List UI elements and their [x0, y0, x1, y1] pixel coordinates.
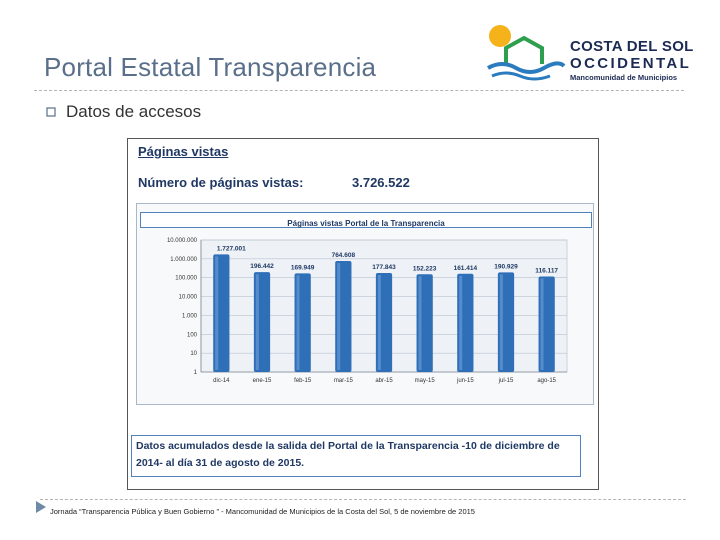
logo-text-line1: COSTA DEL SOL — [570, 38, 694, 55]
bar-highlight — [296, 275, 300, 370]
footer-divider — [40, 499, 686, 500]
wave-icon — [487, 61, 566, 74]
x-tick-label: abr-15 — [375, 378, 393, 384]
costa-del-sol-logo: COSTA DEL SOL OCCIDENTAL Mancomunidad de… — [484, 18, 694, 88]
title-divider — [34, 90, 684, 91]
page-views-panel: Páginas vistas Número de páginas vistas:… — [127, 138, 599, 490]
bullet-item: Datos de accesos — [46, 102, 201, 122]
panel-title: Páginas vistas — [138, 144, 229, 159]
bar-highlight — [499, 274, 503, 370]
page-views-count-label: Número de páginas vistas: — [138, 175, 304, 190]
bar-chart: 1 10 100 1.000 10.000 100.000 1.000.000 10.000.… — [167, 238, 568, 384]
x-tick-label: mar-15 — [334, 378, 354, 384]
bar-highlight — [459, 275, 463, 370]
y-tick-label: 1.000 — [182, 313, 198, 319]
y-tick-label: 10.000 — [179, 295, 198, 301]
chart-title-box: Páginas vistas Portal de la Transparenci… — [140, 212, 592, 228]
data-label: 152.223 — [413, 265, 437, 272]
logo-emblem-icon — [487, 25, 566, 81]
data-label: 190.929 — [494, 263, 518, 270]
bar-highlight — [337, 263, 341, 370]
bar-highlight — [255, 274, 259, 370]
x-tick-label: jul-15 — [498, 378, 514, 384]
square-bullet-icon — [46, 107, 56, 117]
data-label: 1.727.001 — [217, 245, 246, 252]
data-label: 116.117 — [535, 267, 558, 274]
house-icon — [504, 35, 544, 64]
page-views-count-value: 3.726.522 — [352, 175, 410, 190]
logo-text-line2: OCCIDENTAL — [570, 55, 692, 72]
data-label: 177.843 — [372, 264, 396, 271]
y-tick-label: 100.000 — [175, 276, 197, 282]
summary-text: Datos acumulados desde la salida del Por… — [136, 440, 560, 469]
y-tick-label: 100 — [187, 332, 198, 338]
footer-arrow-icon — [36, 501, 46, 513]
bar-highlight — [540, 278, 544, 370]
bar-highlight — [377, 274, 381, 370]
bullet-text: Datos de accesos — [66, 102, 202, 121]
footer-text: Jornada “Transparencia Pública y Buen Go… — [50, 507, 475, 516]
x-tick-label: feb-15 — [294, 378, 312, 384]
y-tick-label: 10.000.000 — [167, 238, 198, 244]
logo-text-line3: Mancomunidad de Municipios — [570, 73, 678, 82]
summary-box: Datos acumulados desde la salida del Por… — [131, 435, 581, 477]
data-label: 196.442 — [250, 263, 274, 270]
chart-frame: 1 10 100 1.000 10.000 100.000 1.000.000 10.000.… — [136, 203, 594, 405]
y-tick-label: 10 — [190, 351, 197, 357]
chart-title: Páginas vistas Portal de la Transparenci… — [287, 219, 445, 228]
x-tick-label: may-15 — [415, 378, 436, 384]
data-label: 161.414 — [454, 265, 478, 272]
slide-title: Portal Estatal Transparencia — [44, 52, 377, 82]
x-tick-label: jun-15 — [456, 378, 474, 384]
y-tick-label: 1 — [194, 370, 198, 376]
data-label: 169.949 — [291, 264, 315, 271]
wave-icon — [491, 71, 551, 81]
x-tick-label: ene-15 — [253, 378, 272, 384]
data-label: 764.608 — [332, 252, 356, 259]
x-tick-label: ago-15 — [537, 378, 556, 384]
sun-icon — [489, 25, 511, 47]
y-tick-label: 1.000.000 — [170, 257, 197, 263]
x-tick-label: dic-14 — [213, 378, 230, 384]
bar-highlight — [418, 276, 422, 370]
bar-highlight — [215, 256, 219, 370]
